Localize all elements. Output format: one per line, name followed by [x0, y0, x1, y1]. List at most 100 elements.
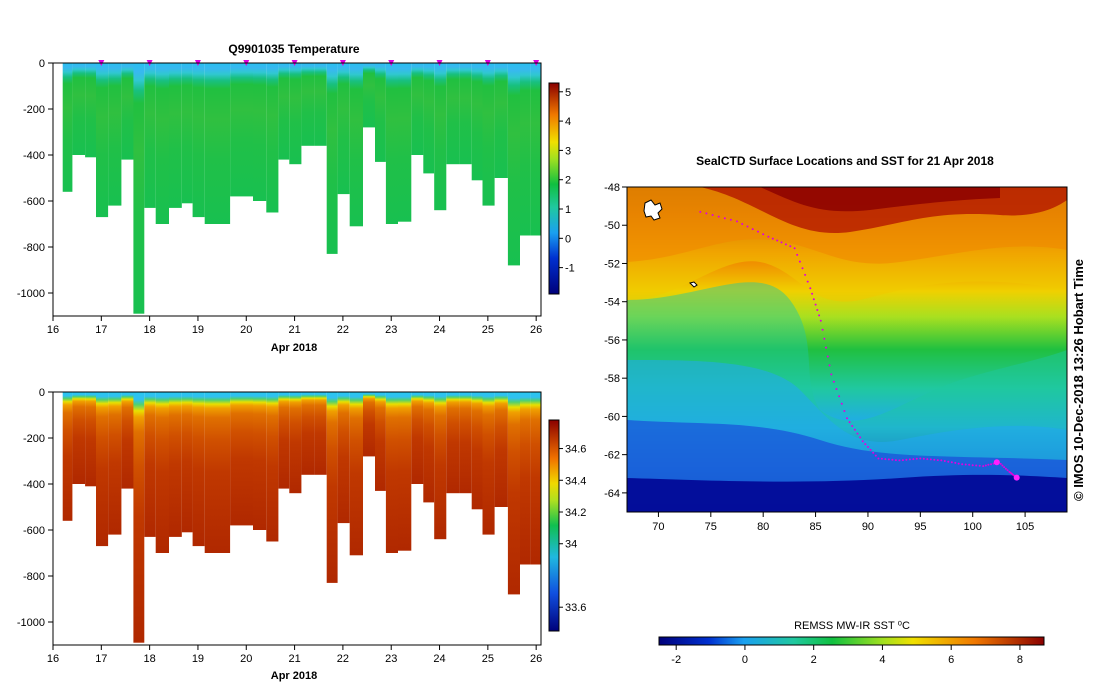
temperature-colorbar	[548, 82, 560, 295]
track-point	[999, 462, 1002, 465]
profile-bar	[326, 392, 338, 583]
profile-bar	[181, 63, 193, 204]
profile-bar	[423, 392, 435, 503]
profile-bar	[385, 63, 398, 224]
profile-bar	[230, 63, 241, 197]
colorbar-tick-label: 34.2	[565, 507, 586, 519]
track-point	[705, 212, 708, 215]
track-point	[859, 436, 862, 439]
track-point	[978, 464, 981, 467]
track-point	[984, 464, 987, 467]
temperature-colorbar-ticks: -1 0 1 2 3 4 5	[559, 87, 575, 275]
profile-bar	[289, 392, 302, 494]
track-point	[987, 463, 990, 466]
profile-bar	[507, 392, 520, 595]
profile-bar	[192, 392, 205, 547]
profile-bar	[169, 63, 182, 208]
profile-bar	[494, 392, 508, 507]
profile-bar	[144, 392, 156, 537]
temperature-title: Q9901035 Temperature	[228, 42, 360, 56]
y-tick-label: -1000	[17, 617, 45, 629]
profile-bar	[337, 392, 350, 524]
track-point	[757, 230, 759, 233]
colorbar-tick-label: 4	[565, 116, 571, 128]
profile-bar	[530, 392, 541, 565]
profile-bar	[96, 63, 109, 218]
track-point	[982, 465, 985, 468]
profile-bar	[459, 392, 472, 494]
track-point	[843, 410, 846, 412]
track-point	[1001, 464, 1004, 467]
track-point	[864, 443, 867, 446]
profile-bar	[144, 63, 156, 208]
profile-bar	[363, 392, 376, 457]
track-point	[711, 214, 714, 216]
track-point	[818, 314, 821, 317]
track-point	[801, 267, 804, 270]
x-tick-label: 24	[433, 653, 445, 665]
salinity-colorbar	[548, 419, 560, 632]
track-point	[912, 458, 915, 461]
map-y-tick-label: -54	[604, 297, 620, 309]
profile-bar	[482, 63, 495, 206]
profile-bar	[230, 392, 241, 526]
track-point	[926, 458, 929, 461]
map-x-tick-label: 70	[652, 521, 664, 533]
profile-bar	[72, 392, 86, 484]
map-y-tick-label: -56	[604, 335, 620, 347]
track-point	[838, 395, 841, 398]
track-point	[922, 457, 925, 460]
track-point	[723, 217, 726, 220]
profile-bar	[423, 63, 435, 174]
map-y-tick-label: -64	[604, 488, 620, 500]
profile-bar	[241, 392, 254, 526]
map-x-tick-label: 105	[1016, 521, 1034, 533]
track-point	[961, 463, 964, 466]
profile-bar	[108, 392, 122, 535]
profile-bar	[266, 392, 279, 542]
track-point	[936, 459, 939, 462]
track-point	[853, 428, 856, 431]
profile-bar	[266, 63, 279, 213]
track-point	[1003, 466, 1006, 469]
track-point	[823, 337, 826, 340]
profile-bar	[85, 63, 96, 158]
y-tick-label: 0	[39, 58, 45, 70]
map-x-tick-label: 75	[705, 521, 717, 533]
track-point	[861, 440, 864, 443]
track-point	[699, 210, 702, 213]
track-point	[943, 460, 946, 462]
track-point	[846, 417, 848, 420]
profile-bar	[133, 63, 145, 314]
track-point	[741, 223, 744, 225]
colorbar-tick-label: 34.4	[565, 475, 586, 487]
x-tick-label: 17	[95, 653, 107, 665]
profile-bar	[434, 63, 447, 211]
profile-bar	[121, 63, 134, 160]
profile-bar	[520, 392, 531, 565]
track-point	[971, 464, 974, 467]
profile-bar	[349, 392, 363, 556]
salinity-colorbar-ticks: 33.6 34 34.2 34.4 34.6	[559, 444, 586, 614]
colorbar-tick-label: 0	[565, 233, 571, 245]
map-y-tick-label: -58	[604, 373, 620, 385]
track-point	[804, 273, 807, 276]
track-point	[717, 215, 720, 218]
profile-bar	[62, 392, 73, 521]
profile-bar	[471, 63, 483, 181]
track-point	[887, 458, 890, 461]
map-y-tick-label: -48	[604, 182, 620, 194]
track-point	[933, 458, 936, 461]
x-tick-label: 20	[240, 324, 252, 336]
profile-bar	[434, 392, 447, 540]
track-point	[789, 245, 792, 248]
map-colorbar-label: REMSS MW-IR SST ⁰C	[794, 620, 910, 632]
y-tick-label: -800	[23, 571, 45, 583]
map-y-tick-label: -60	[604, 411, 620, 423]
temperature-plot-frame	[52, 62, 542, 317]
map-x-tick-label: 90	[862, 521, 874, 533]
temperature-y-ticks: 0 -200 -400 -600 -800 -1000	[17, 58, 53, 300]
profile-bar	[169, 392, 182, 537]
x-tick-label: 20	[240, 653, 252, 665]
profile-bar	[85, 392, 96, 487]
